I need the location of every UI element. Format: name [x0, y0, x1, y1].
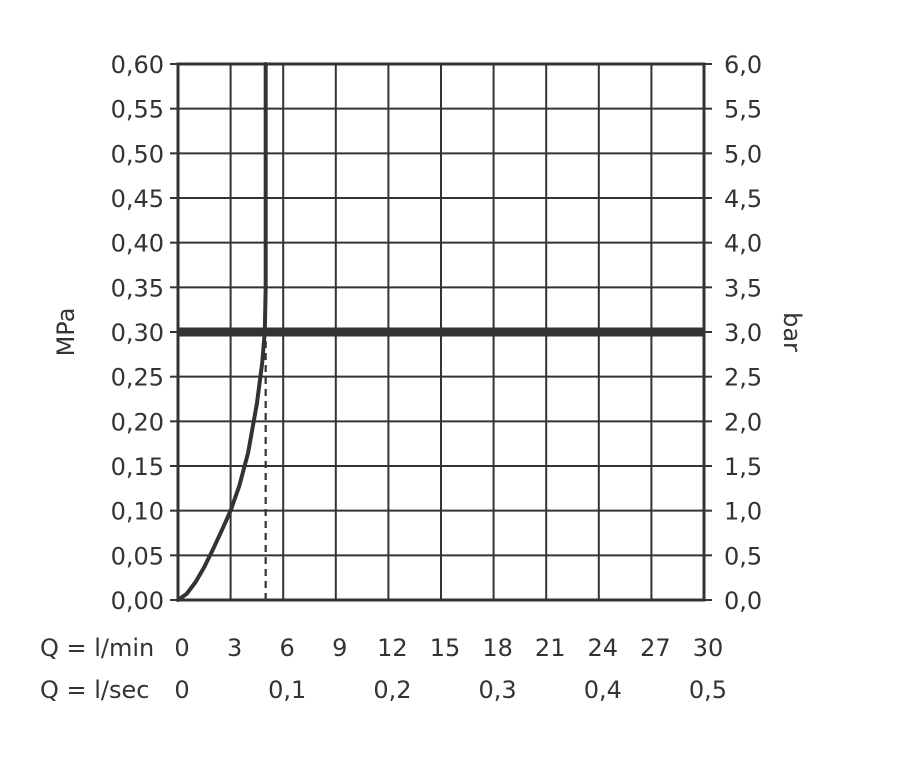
- right-tick-label: 1,0: [724, 498, 762, 526]
- left-tick-label: 0,60: [111, 51, 164, 79]
- x-lsec-tick-label: 0: [174, 676, 189, 704]
- x-lmin-tick-label: 21: [535, 634, 566, 662]
- x-lmin-tick-label: 6: [280, 634, 295, 662]
- left-tick-label: 0,45: [111, 185, 164, 213]
- right-tick-label: 0,5: [724, 542, 762, 570]
- series-layer: [176, 62, 268, 602]
- x-lmin-tick-label: 30: [693, 634, 724, 662]
- x-lmin-tick-label: 27: [640, 634, 671, 662]
- x-lmin-tick-label: 3: [227, 634, 242, 662]
- x-lmin-tick-label: 18: [482, 634, 513, 662]
- plot-frame: [176, 62, 706, 602]
- left-tick-label: 0,15: [111, 453, 164, 481]
- x-axis-lmin-label: Q = l/min: [40, 634, 154, 662]
- left-axis-ticks: 0,00 0,05 0,10 0,15 0,20 0,25 0,30 0,35 0,40 0,45…: [111, 51, 178, 615]
- right-tick-label: 2,5: [724, 364, 762, 392]
- right-tick-label: 1,5: [724, 453, 762, 481]
- right-tick-label: 4,5: [724, 185, 762, 213]
- left-tick-label: 0,00: [111, 587, 164, 615]
- left-tick-label: 0,55: [111, 96, 164, 124]
- left-tick-label: 0,05: [111, 542, 164, 570]
- labels: MPa bar Q = l/min Q = l/sec: [40, 308, 806, 704]
- right-tick-label: 3,5: [724, 274, 762, 302]
- right-tick-label: 5,5: [724, 96, 762, 124]
- right-axis-title: bar: [778, 312, 806, 352]
- right-tick-label: 3,0: [724, 319, 762, 347]
- left-tick-label: 0,35: [111, 274, 164, 302]
- left-tick-label: 0,10: [111, 498, 164, 526]
- left-axis-title: MPa: [52, 308, 80, 357]
- right-axis-ticks: 0,0 0,5 1,0 1,5 2,0 2,5 3,0 3,5 4,0 4,5 5,0 5,5 6,0: [704, 51, 762, 615]
- right-tick-label: 2,0: [724, 408, 762, 436]
- right-tick-label: 5,0: [724, 140, 762, 168]
- x-axis-lmin-ticks: 0 3 6 9 12 15 18 21 24 27 30: [174, 634, 723, 662]
- x-lsec-tick-label: 0,4: [584, 676, 622, 704]
- left-tick-label: 0,30: [111, 319, 164, 347]
- left-tick-label: 0,40: [111, 230, 164, 258]
- x-lmin-tick-label: 0: [174, 634, 189, 662]
- x-lsec-tick-label: 0,5: [689, 676, 727, 704]
- x-lsec-tick-label: 0,3: [479, 676, 517, 704]
- left-tick-label: 0,25: [111, 364, 164, 392]
- x-lmin-tick-label: 24: [588, 634, 619, 662]
- left-tick-label: 0,20: [111, 408, 164, 436]
- x-axis-lsec-ticks: 0 0,1 0,2 0,3 0,4 0,5: [174, 676, 727, 704]
- right-tick-label: 6,0: [724, 51, 762, 79]
- x-axis-lsec-label: Q = l/sec: [40, 676, 149, 704]
- left-tick-label: 0,50: [111, 140, 164, 168]
- x-lmin-tick-label: 12: [377, 634, 408, 662]
- right-tick-label: 0,0: [724, 587, 762, 615]
- flow-curve-0: [176, 62, 268, 602]
- right-tick-label: 4,0: [724, 230, 762, 258]
- x-lmin-tick-label: 15: [430, 634, 461, 662]
- x-lsec-tick-label: 0,2: [373, 676, 411, 704]
- x-lsec-tick-label: 0,1: [268, 676, 306, 704]
- x-lmin-tick-label: 9: [332, 634, 347, 662]
